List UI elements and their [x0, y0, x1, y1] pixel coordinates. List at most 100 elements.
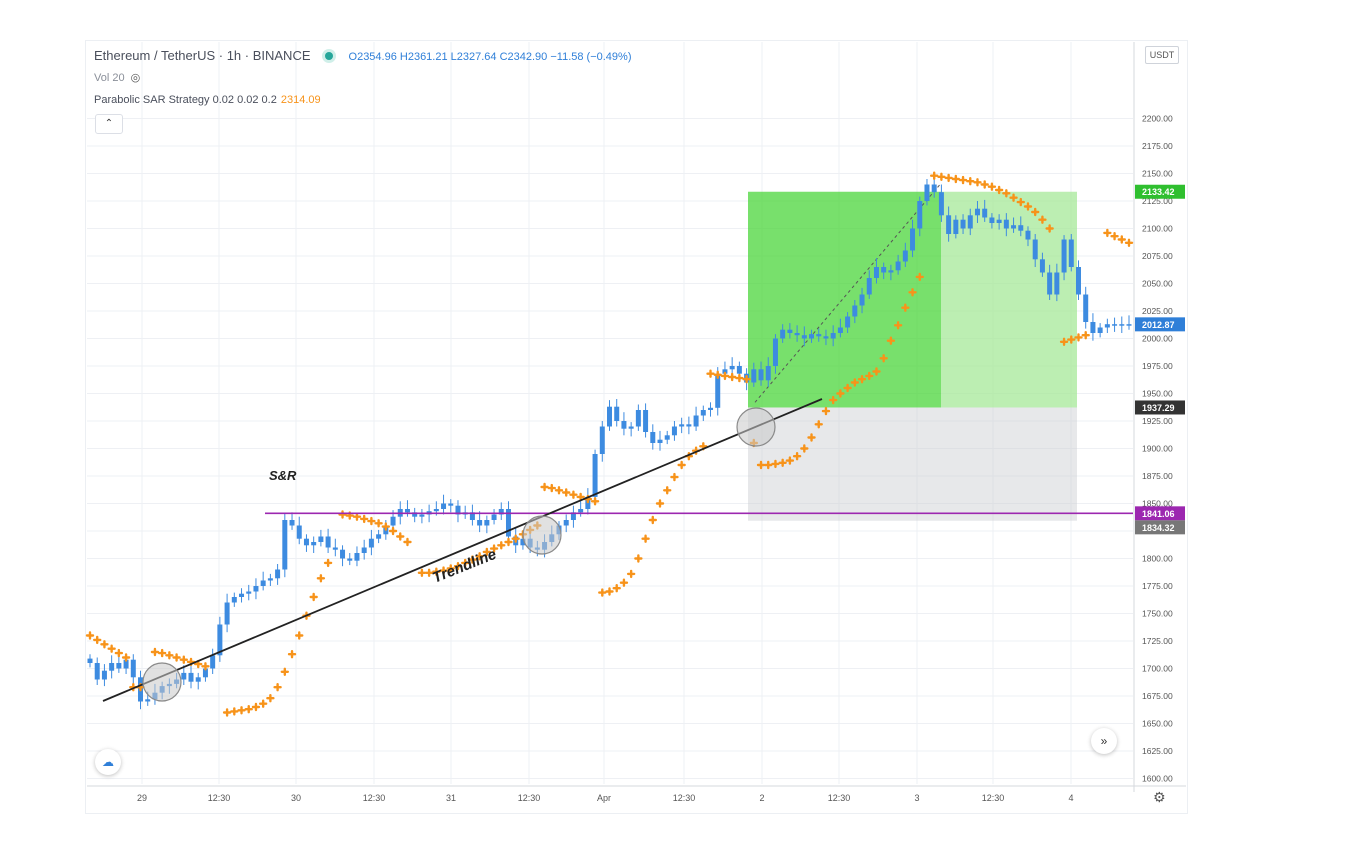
candle — [376, 534, 382, 539]
candle — [303, 538, 309, 546]
legend-symbol-row: Ethereum / TetherUS · 1h · BINANCE O2354.… — [94, 48, 631, 63]
sar-dot — [1016, 197, 1025, 207]
price-tick-label: 2000.00 — [1142, 334, 1173, 344]
time-tick-label: 2 — [759, 793, 764, 803]
candle — [809, 334, 815, 339]
sar-dot — [727, 372, 737, 382]
candle — [628, 426, 634, 429]
eye-hidden-icon[interactable]: ◎ — [130, 72, 141, 84]
candle — [563, 520, 569, 526]
candle — [938, 192, 944, 216]
candle — [455, 505, 461, 515]
sar-dot — [497, 541, 506, 550]
sar-dot — [857, 375, 867, 384]
candle — [664, 435, 670, 440]
candle — [982, 208, 988, 218]
sar-dot — [612, 584, 621, 593]
candle — [1011, 225, 1017, 229]
price-tick-label: 1775.00 — [1142, 581, 1173, 591]
price-tick-label: 1850.00 — [1142, 499, 1173, 509]
candle — [751, 369, 757, 383]
candle — [239, 593, 245, 597]
sar-dot — [432, 567, 441, 576]
candle — [246, 591, 252, 594]
candle — [195, 677, 201, 682]
sar-dot — [893, 321, 903, 330]
candle — [650, 432, 656, 443]
candle — [823, 336, 829, 339]
sar-dot — [396, 532, 405, 541]
sar-dot — [764, 460, 773, 470]
legend-volume-row[interactable]: Vol 20 ◎ — [94, 71, 140, 84]
candle — [1068, 239, 1074, 267]
time-tick-label: 12:30 — [828, 793, 851, 803]
trendline — [102, 398, 823, 702]
cloud-icon: ☁ — [102, 755, 114, 769]
sar-dot — [121, 653, 131, 662]
candle — [260, 580, 266, 586]
candle — [224, 602, 230, 625]
sar-dot — [713, 370, 722, 379]
candle — [570, 512, 576, 520]
sar-dot — [720, 371, 730, 381]
sar-dot — [915, 272, 924, 282]
candle — [325, 536, 331, 548]
legend-indicator-row[interactable]: Parabolic SAR Strategy 0.02 0.02 0.2 2314… — [94, 94, 321, 106]
candle — [347, 558, 353, 561]
sar-dot — [973, 178, 982, 187]
price-tick-label: 2025.00 — [1142, 306, 1173, 316]
sar-dot — [590, 497, 600, 506]
cloud-button[interactable]: ☁ — [95, 749, 121, 775]
gear-icon[interactable]: ⚙ — [1153, 789, 1166, 805]
candle — [404, 509, 410, 513]
sar-dot — [100, 640, 109, 649]
candle — [780, 329, 786, 339]
sar-dot — [157, 648, 167, 658]
price-tick-label: 2175.00 — [1142, 141, 1173, 151]
collapse-legend-button[interactable]: ⌃ — [95, 114, 123, 134]
candle — [643, 410, 649, 432]
sar-dot — [626, 569, 636, 579]
sar-dot — [547, 483, 556, 493]
sar-dot — [280, 667, 290, 676]
candle — [505, 509, 511, 537]
sar-dot — [1009, 193, 1018, 202]
currency-badge[interactable]: USDT — [1145, 46, 1179, 64]
price-label: 1841.06 — [1142, 509, 1175, 519]
sar-dot — [1038, 215, 1047, 224]
sar-dot — [258, 699, 268, 708]
sar-dot — [1103, 228, 1112, 238]
candle — [902, 250, 908, 262]
candle — [592, 454, 598, 497]
candle — [931, 184, 937, 193]
sar-dot — [424, 568, 434, 577]
price-tick-label: 2075.00 — [1142, 251, 1173, 261]
sar-dot — [1110, 232, 1119, 241]
candle — [123, 659, 129, 669]
candle — [253, 586, 259, 592]
sar-dot — [706, 369, 715, 378]
candle — [390, 516, 396, 526]
candle — [318, 536, 324, 542]
sar-dot — [771, 459, 780, 469]
sar-dot — [266, 694, 275, 703]
time-tick-label: 3 — [914, 793, 919, 803]
scroll-to-realtime-button[interactable]: » — [1091, 728, 1117, 754]
candle — [419, 514, 425, 517]
profit-zone — [748, 191, 941, 408]
volume-label: Vol 20 — [94, 72, 125, 84]
candle — [657, 439, 663, 443]
time-tick-label: 12:30 — [518, 793, 541, 803]
price-label: 1834.32 — [1142, 523, 1175, 533]
sar-dot — [309, 592, 318, 602]
sar-dot — [807, 433, 816, 442]
candle — [837, 327, 843, 333]
sar-dot — [966, 177, 975, 186]
sar-dot — [958, 175, 968, 185]
sar-dot — [756, 460, 766, 470]
candle — [448, 503, 454, 506]
candle — [181, 672, 187, 680]
sar-dot — [482, 547, 492, 557]
sar-dot — [814, 420, 823, 429]
